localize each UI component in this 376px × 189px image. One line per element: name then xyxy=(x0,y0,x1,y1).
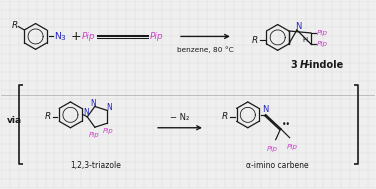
Text: H: H xyxy=(300,60,308,70)
Text: R: R xyxy=(44,112,51,121)
Text: N: N xyxy=(90,99,96,108)
Text: -indole: -indole xyxy=(306,60,344,70)
Text: Pip: Pip xyxy=(317,41,328,47)
Text: H: H xyxy=(303,37,308,43)
Text: − N₂: − N₂ xyxy=(170,113,190,122)
Text: Pip: Pip xyxy=(267,146,278,152)
Text: Pip: Pip xyxy=(317,30,328,36)
Text: Pip: Pip xyxy=(287,144,298,150)
Text: N: N xyxy=(83,108,89,117)
Text: +: + xyxy=(71,30,82,43)
Text: ••: •• xyxy=(282,120,291,129)
Text: benzene, 80 °C: benzene, 80 °C xyxy=(177,46,234,53)
Text: N: N xyxy=(262,105,269,114)
Text: Pip: Pip xyxy=(150,33,164,41)
Text: via: via xyxy=(7,116,22,125)
Text: R: R xyxy=(12,21,18,30)
Text: N: N xyxy=(295,22,301,32)
Text: Pip: Pip xyxy=(82,33,96,41)
Text: Pip: Pip xyxy=(103,128,114,134)
Text: R: R xyxy=(252,36,258,45)
Text: α-imino carbene: α-imino carbene xyxy=(246,161,309,170)
Text: 3: 3 xyxy=(60,35,65,41)
Text: Pip: Pip xyxy=(88,132,99,138)
Text: N: N xyxy=(106,103,112,112)
Text: N: N xyxy=(55,33,61,41)
Text: R: R xyxy=(222,112,228,121)
Text: 3: 3 xyxy=(291,60,297,70)
Text: 1,2,3-triazole: 1,2,3-triazole xyxy=(70,161,121,170)
